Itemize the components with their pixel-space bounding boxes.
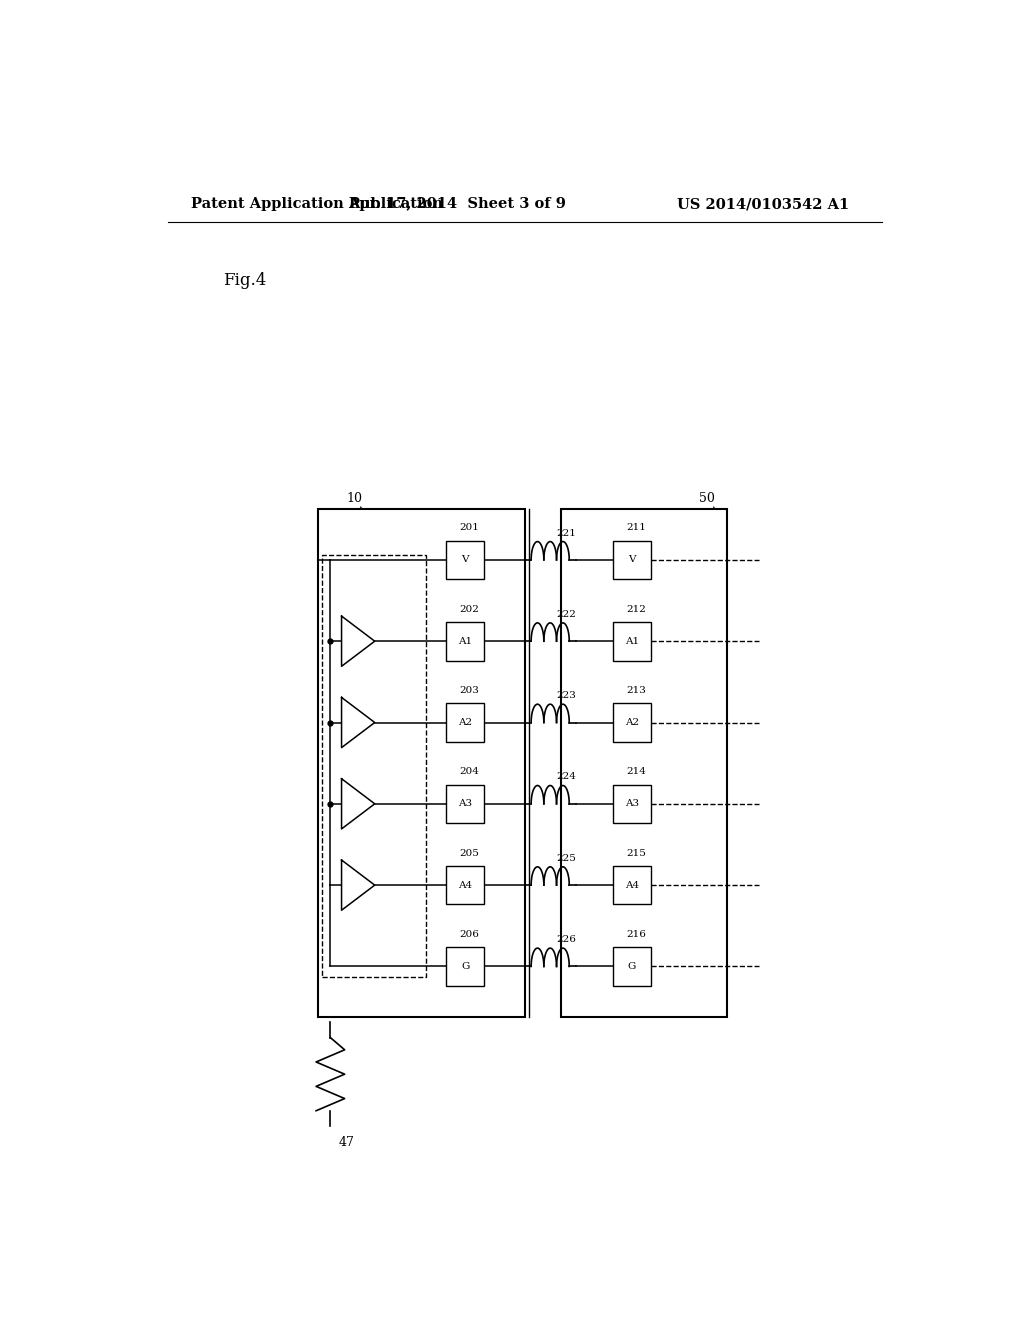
Bar	[323, 554, 426, 977]
Bar	[446, 704, 484, 742]
Bar	[613, 784, 651, 824]
Text: A1: A1	[625, 636, 639, 645]
Text: Apr. 17, 2014  Sheet 3 of 9: Apr. 17, 2014 Sheet 3 of 9	[348, 197, 566, 211]
Text: 224: 224	[556, 772, 577, 781]
Text: 214: 214	[626, 767, 646, 776]
Bar	[318, 510, 524, 1018]
Text: US 2014/0103542 A1: US 2014/0103542 A1	[677, 197, 849, 211]
Text: 47: 47	[338, 1137, 354, 1150]
Text: 203: 203	[460, 686, 479, 696]
Text: A2: A2	[625, 718, 639, 727]
Text: Fig.4: Fig.4	[223, 272, 266, 289]
Bar	[446, 866, 484, 904]
Bar	[613, 704, 651, 742]
Text: 226: 226	[556, 935, 577, 944]
Text: G: G	[628, 962, 636, 972]
Bar	[560, 510, 727, 1018]
Text: A3: A3	[625, 800, 639, 808]
Bar	[613, 948, 651, 986]
Text: A3: A3	[458, 800, 472, 808]
Text: A4: A4	[625, 880, 639, 890]
Text: V: V	[628, 556, 636, 565]
Text: V: V	[462, 556, 469, 565]
Text: 223: 223	[556, 692, 577, 700]
Text: 10: 10	[346, 492, 362, 506]
Text: 211: 211	[626, 524, 646, 532]
Bar	[446, 622, 484, 660]
Text: 225: 225	[556, 854, 577, 863]
Text: 202: 202	[460, 605, 479, 614]
Text: Patent Application Publication: Patent Application Publication	[191, 197, 443, 211]
Text: 221: 221	[556, 528, 577, 537]
Text: 204: 204	[460, 767, 479, 776]
Bar	[446, 541, 484, 579]
Text: G: G	[461, 962, 469, 972]
Text: 213: 213	[626, 686, 646, 696]
Text: 215: 215	[626, 849, 646, 858]
Text: 222: 222	[556, 610, 577, 619]
Text: A2: A2	[458, 718, 472, 727]
Text: A4: A4	[458, 880, 472, 890]
Bar	[613, 866, 651, 904]
Text: 212: 212	[626, 605, 646, 614]
Bar	[446, 948, 484, 986]
Bar	[446, 784, 484, 824]
Text: 216: 216	[626, 931, 646, 939]
Text: 206: 206	[460, 931, 479, 939]
Bar	[613, 541, 651, 579]
Text: 50: 50	[699, 492, 716, 506]
Text: 205: 205	[460, 849, 479, 858]
Bar	[613, 622, 651, 660]
Text: 201: 201	[460, 524, 479, 532]
Text: A1: A1	[458, 636, 472, 645]
